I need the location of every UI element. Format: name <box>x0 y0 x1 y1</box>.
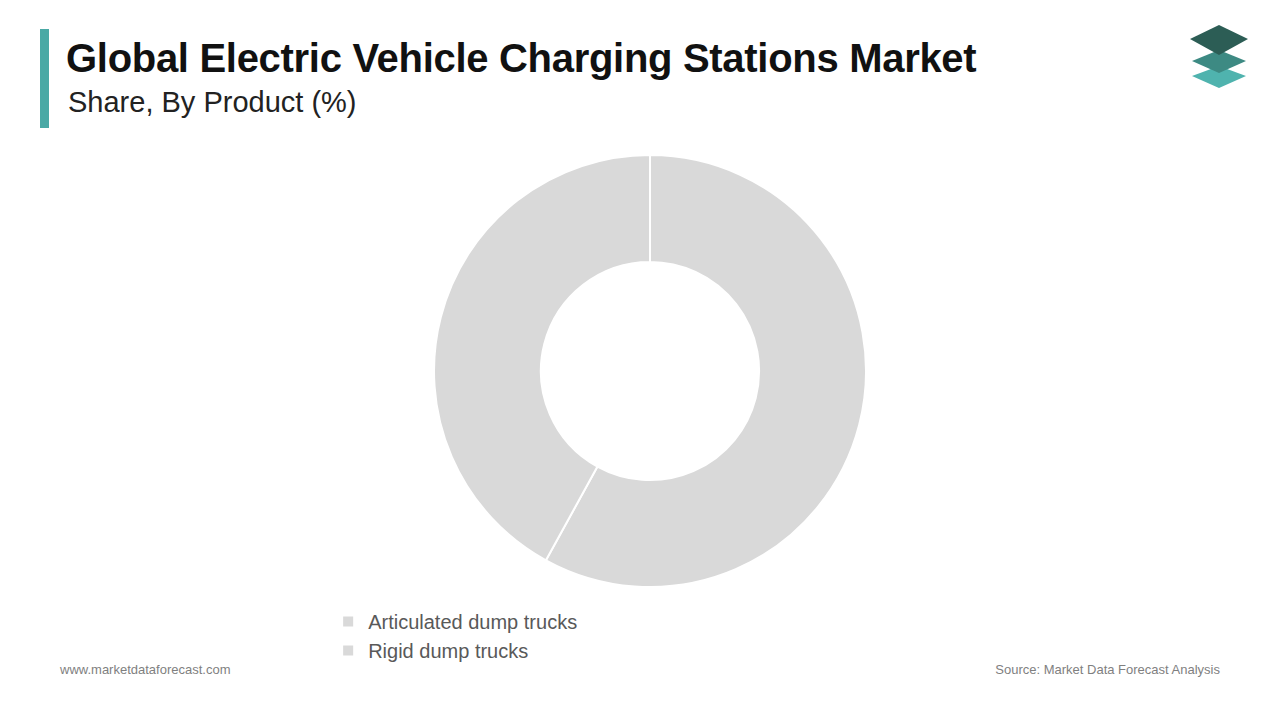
html-text:www.marketdataforecast.com: www.marketdataforecast.com <box>60 662 231 677</box>
svg-text:Rigid dump trucks: Rigid dump trucks <box>368 640 528 662</box>
html-text:Source: Market Data Forecast A: Source: Market Data Forecast Analysis <box>995 662 1220 677</box>
svg-text:Articulated dump trucks: Articulated dump trucks <box>368 611 577 633</box>
html-text:Global Electric Vehicle Chargi: Global Electric Vehicle Charging Station… <box>66 36 977 80</box>
html-text:Share, By Product (%): Share, By Product (%) <box>68 86 357 118</box>
